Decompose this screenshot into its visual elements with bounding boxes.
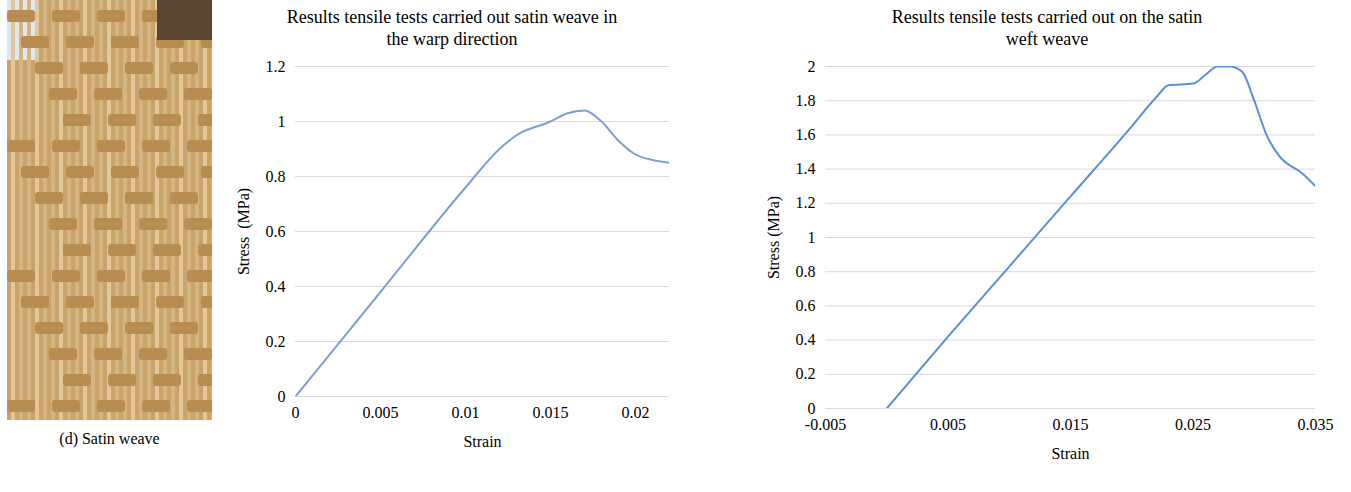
svg-text:0: 0 bbox=[278, 388, 286, 405]
html-text:Results tensile tests carried: Results tensile tests carried out on the… bbox=[891, 7, 1203, 49]
svg-text:-0.005: -0.005 bbox=[805, 416, 846, 433]
svg-text:0.035: 0.035 bbox=[1298, 416, 1334, 433]
svg-text:0.005: 0.005 bbox=[363, 404, 399, 421]
svg-text:0.015: 0.015 bbox=[533, 404, 569, 421]
svg-text:0.4: 0.4 bbox=[266, 278, 286, 295]
svg-text:1.2: 1.2 bbox=[796, 194, 816, 211]
svg-text:1.6: 1.6 bbox=[796, 126, 816, 143]
svg-text:0.005: 0.005 bbox=[930, 416, 966, 433]
svg-text:1.2: 1.2 bbox=[266, 58, 286, 75]
svg-text:0.015: 0.015 bbox=[1053, 416, 1089, 433]
html-text:(d) Satin weave: (d) Satin weave bbox=[59, 430, 160, 447]
svg-text:Stress (MPa): Stress (MPa) bbox=[765, 196, 783, 279]
svg-text:0: 0 bbox=[808, 400, 816, 417]
svg-text:1.8: 1.8 bbox=[796, 92, 816, 109]
svg-text:Strain: Strain bbox=[1051, 445, 1089, 462]
svg-text:0: 0 bbox=[292, 404, 300, 421]
svg-text:Strain: Strain bbox=[463, 433, 501, 450]
svg-text:0.025: 0.025 bbox=[1175, 416, 1211, 433]
svg-text:0.2: 0.2 bbox=[796, 365, 816, 382]
svg-text:1: 1 bbox=[278, 113, 286, 130]
svg-text:0.8: 0.8 bbox=[266, 168, 286, 185]
html-text:Results tensile tests carried: Results tensile tests carried out satin … bbox=[286, 7, 618, 49]
svg-text:1: 1 bbox=[808, 229, 816, 246]
svg-text:Stress (MPa): Stress (MPa) bbox=[235, 188, 253, 275]
svg-text:0.6: 0.6 bbox=[266, 223, 286, 240]
svg-text:0.02: 0.02 bbox=[622, 404, 650, 421]
svg-text:1.4: 1.4 bbox=[796, 160, 816, 177]
svg-text:0.01: 0.01 bbox=[452, 404, 480, 421]
svg-text:0.6: 0.6 bbox=[796, 297, 816, 314]
svg-text:0.2: 0.2 bbox=[266, 333, 286, 350]
svg-text:0.4: 0.4 bbox=[796, 331, 816, 348]
svg-text:2: 2 bbox=[808, 58, 816, 75]
svg-text:0.8: 0.8 bbox=[796, 263, 816, 280]
